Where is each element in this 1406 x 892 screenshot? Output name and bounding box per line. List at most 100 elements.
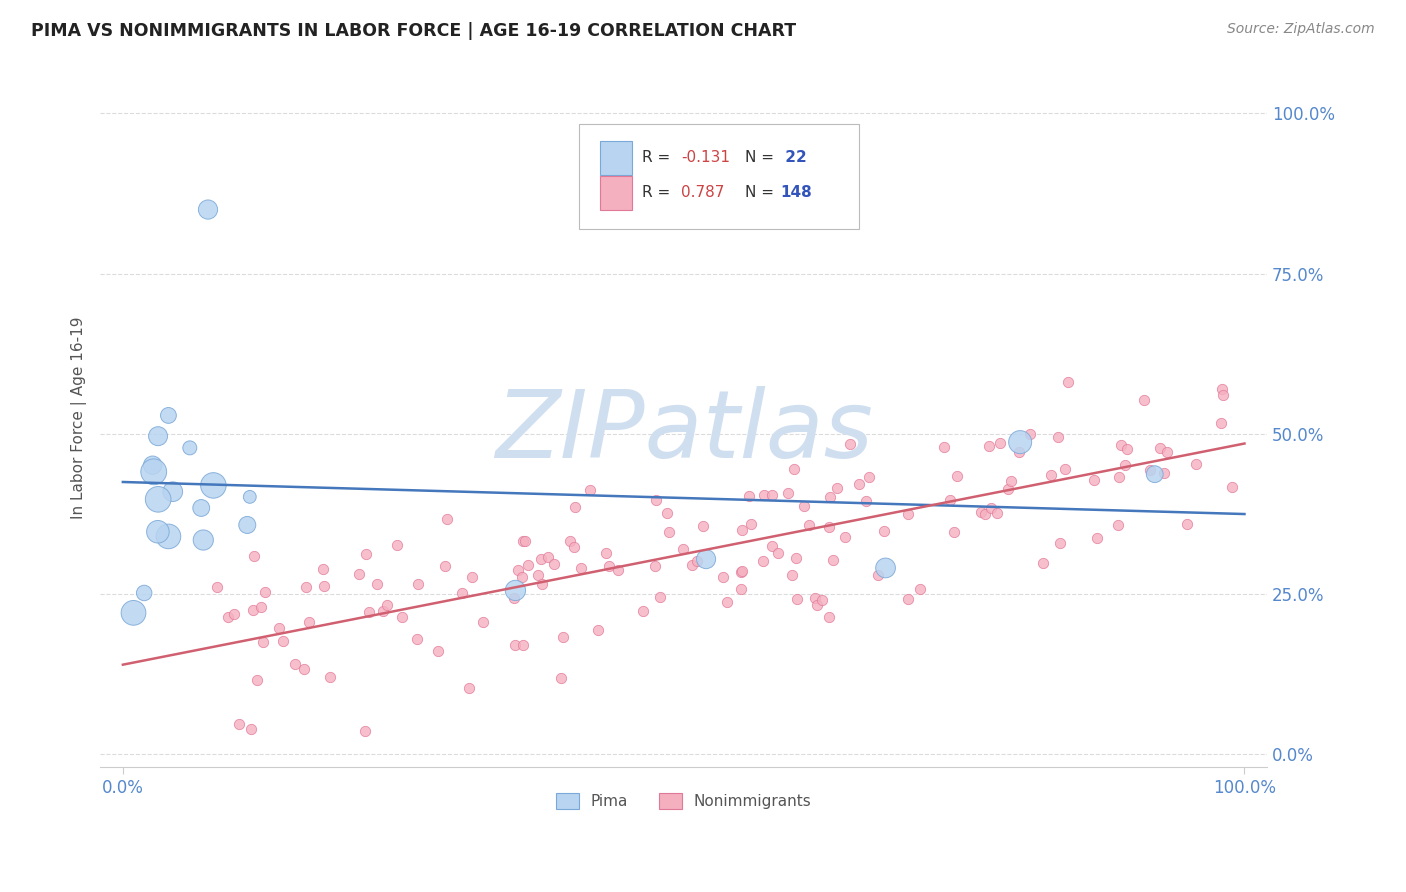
Text: 22: 22 (780, 151, 807, 165)
Bar (600, 141, 633, 175)
Point (686, 554, 709, 568)
Point (319, 670, 342, 684)
Point (731, 564, 754, 578)
Point (134, 586, 156, 600)
Point (974, 507, 997, 521)
Point (146, 524, 169, 539)
Point (530, 552, 553, 566)
Point (505, 583, 527, 598)
Point (193, 533, 215, 547)
Point (695, 552, 717, 566)
Point (436, 512, 458, 526)
Point (943, 525, 966, 540)
Point (873, 524, 896, 539)
Point (142, 465, 165, 479)
Point (550, 671, 572, 685)
Point (1115, 442, 1137, 456)
Point (530, 577, 553, 591)
Point (681, 558, 703, 573)
Point (1211, 382, 1233, 396)
Point (988, 435, 1011, 450)
Point (586, 623, 609, 637)
Point (1040, 467, 1063, 482)
Point (633, 604, 655, 618)
Point (834, 530, 856, 544)
Point (780, 568, 803, 582)
Point (253, 585, 276, 599)
Point (657, 524, 679, 539)
Point (1220, 480, 1243, 494)
Point (786, 592, 808, 607)
Text: Source: ZipAtlas.com: Source: ZipAtlas.com (1227, 22, 1375, 37)
Point (804, 591, 827, 606)
Point (970, 505, 993, 519)
Point (146, 429, 169, 443)
Point (1156, 445, 1178, 459)
FancyBboxPatch shape (579, 124, 859, 229)
Point (783, 462, 806, 476)
Point (1046, 430, 1069, 444)
Point (354, 723, 377, 738)
Point (785, 550, 807, 565)
Point (506, 563, 529, 577)
Point (810, 592, 832, 607)
Point (236, 518, 259, 533)
Point (427, 644, 450, 658)
Point (1032, 556, 1054, 570)
Point (997, 482, 1019, 496)
Point (298, 615, 321, 629)
Point (526, 567, 548, 582)
Point (366, 577, 388, 591)
Point (731, 523, 754, 537)
Point (1185, 457, 1208, 471)
Point (271, 633, 294, 648)
Point (821, 553, 844, 567)
Point (510, 570, 533, 584)
Point (644, 558, 666, 573)
Point (217, 610, 239, 624)
Point (1139, 462, 1161, 476)
Point (387, 538, 409, 552)
Bar (600, 176, 633, 210)
Point (1209, 416, 1232, 430)
Point (868, 568, 890, 582)
Point (1107, 517, 1129, 532)
Point (644, 493, 666, 508)
Point (472, 615, 495, 630)
Point (512, 534, 534, 549)
Point (1054, 462, 1077, 476)
Point (202, 478, 225, 492)
Point (799, 517, 821, 532)
Point (1056, 376, 1078, 390)
Point (146, 492, 169, 507)
Point (730, 582, 752, 597)
Point (564, 500, 586, 515)
Point (569, 561, 592, 575)
Point (1010, 435, 1032, 450)
Point (875, 561, 897, 575)
Point (451, 586, 474, 600)
Point (375, 598, 398, 612)
Point (1133, 392, 1156, 407)
Point (1008, 445, 1031, 459)
Point (1000, 474, 1022, 488)
Point (776, 486, 799, 500)
Point (818, 609, 841, 624)
Point (908, 582, 931, 596)
Point (827, 481, 849, 495)
Point (939, 493, 962, 508)
Point (314, 579, 336, 593)
Point (246, 673, 269, 687)
Point (806, 598, 828, 612)
Text: ZIPatlas: ZIPatlas (495, 386, 873, 477)
Point (228, 717, 250, 731)
Point (162, 484, 184, 499)
Point (295, 580, 318, 594)
Point (349, 566, 371, 581)
Point (142, 458, 165, 473)
Point (564, 540, 586, 554)
Point (312, 562, 335, 576)
Point (672, 542, 695, 557)
Point (190, 500, 212, 515)
Point (553, 630, 575, 644)
